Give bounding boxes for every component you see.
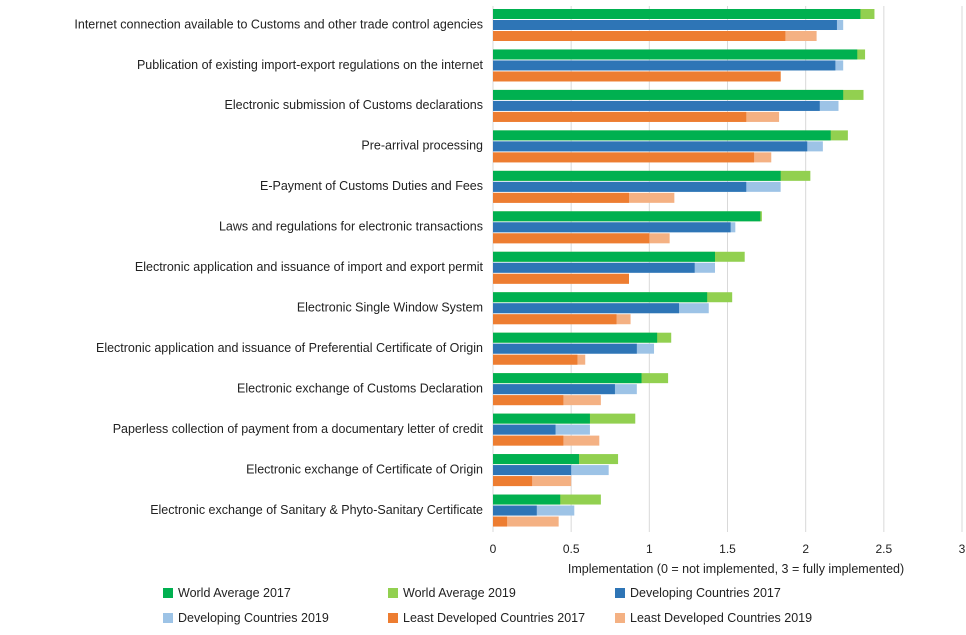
legend-label: Least Developed Countries 2017 [403, 611, 585, 625]
category-label: Electronic exchange of Certificate of Or… [246, 462, 483, 476]
category-label: E-Payment of Customs Duties and Fees [260, 179, 483, 193]
bar-world-average-2017-10 [493, 413, 590, 424]
x-tick-label: 1 [646, 542, 653, 556]
bar-least-developed-countries-2017-3 [493, 152, 755, 163]
category-label: Internet connection available to Customs… [74, 17, 483, 31]
legend-label: World Average 2019 [403, 586, 516, 600]
bar-world-average-2017-6 [493, 251, 715, 262]
legend-swatch [615, 613, 625, 623]
category-label: Electronic application and issuance of P… [96, 341, 483, 355]
bar-developing-countries-2017-11 [493, 465, 572, 476]
x-axis-ticks: 0 0.5 1 1.5 2 2.5 3 [490, 542, 966, 556]
bar-world-average-2017-11 [493, 454, 579, 465]
bar-least-developed-countries-2017-8 [493, 354, 578, 365]
bar-least-developed-countries-2017-2 [493, 111, 747, 122]
bar-developing-countries-2017-10 [493, 424, 556, 435]
legend-label: Least Developed Countries 2019 [630, 611, 812, 625]
bar-least-developed-countries-2017-1 [493, 71, 781, 82]
category-label: Electronic application and issuance of i… [135, 260, 484, 274]
legend-label: Developing Countries 2019 [178, 611, 329, 625]
x-tick-label: 3 [959, 542, 966, 556]
category-label: Laws and regulations for electronic tran… [219, 220, 483, 234]
legend: World Average 2017 World Average 2019 Deve… [163, 586, 812, 625]
x-tick-label: 2 [802, 542, 809, 556]
legend-swatch [615, 588, 625, 598]
bar-developing-countries-2017-0 [493, 20, 837, 30]
bar-least-developed-countries-2019-11 [493, 476, 572, 487]
x-tick-label: 0 [490, 542, 497, 556]
bar-world-average-2017-8 [493, 332, 658, 343]
bar-world-average-2017-9 [493, 373, 642, 384]
category-labels: Internet connection available to Customs… [74, 17, 483, 517]
bar-least-developed-countries-2017-4 [493, 192, 630, 203]
bar-world-average-2017-7 [493, 292, 708, 303]
bar-least-developed-countries-2017-7 [493, 314, 617, 325]
bar-developing-countries-2017-6 [493, 262, 695, 273]
bar-least-developed-countries-2017-9 [493, 395, 564, 406]
bar-least-developed-countries-2017-11 [493, 476, 533, 487]
bar-world-average-2017-5 [493, 211, 761, 222]
bar-developing-countries-2017-9 [493, 384, 615, 395]
legend-label: World Average 2017 [178, 586, 291, 600]
bar-world-average-2017-0 [493, 9, 861, 19]
legend-label: Developing Countries 2017 [630, 586, 781, 600]
x-tick-label: 1.5 [719, 542, 736, 556]
x-tick-label: 0.5 [563, 542, 580, 556]
bar-developing-countries-2017-2 [493, 100, 820, 111]
bar-developing-countries-2017-7 [493, 303, 680, 314]
legend-swatch [163, 588, 173, 598]
bar-world-average-2017-1 [493, 49, 858, 60]
bar-world-average-2017-3 [493, 130, 831, 141]
x-axis-title: Implementation (0 = not implemented, 3 =… [568, 562, 904, 576]
bar-least-developed-countries-2017-5 [493, 233, 650, 244]
bar-developing-countries-2017-5 [493, 222, 731, 233]
bar-world-average-2017-12 [493, 494, 561, 505]
bar-developing-countries-2017-4 [493, 181, 747, 192]
bar-world-average-2017-2 [493, 89, 844, 100]
bar-developing-countries-2017-8 [493, 343, 637, 354]
bar-developing-countries-2017-1 [493, 60, 836, 71]
category-label: Electronic Single Window System [297, 301, 483, 315]
bar-least-developed-countries-2017-6 [493, 273, 630, 284]
bars [493, 9, 875, 527]
category-label: Pre-arrival processing [361, 139, 483, 153]
x-tick-label: 2.5 [875, 542, 892, 556]
category-label: Publication of existing import-export re… [137, 58, 484, 72]
bar-least-developed-countries-2019-12 [493, 516, 559, 527]
bar-least-developed-countries-2017-0 [493, 31, 786, 41]
legend-swatch [163, 613, 173, 623]
bar-world-average-2017-4 [493, 170, 781, 181]
category-label: Electronic submission of Customs declara… [225, 98, 483, 112]
bar-least-developed-countries-2017-12 [493, 516, 508, 527]
bar-developing-countries-2017-12 [493, 505, 537, 516]
bar-developing-countries-2017-3 [493, 141, 808, 152]
category-label: Electronic exchange of Sanitary & Phyto-… [150, 503, 483, 517]
bar-least-developed-countries-2017-10 [493, 435, 564, 446]
category-label: Paperless collection of payment from a d… [113, 422, 484, 436]
legend-swatch [388, 613, 398, 623]
legend-swatch [388, 588, 398, 598]
category-label: Electronic exchange of Customs Declarati… [237, 381, 483, 395]
